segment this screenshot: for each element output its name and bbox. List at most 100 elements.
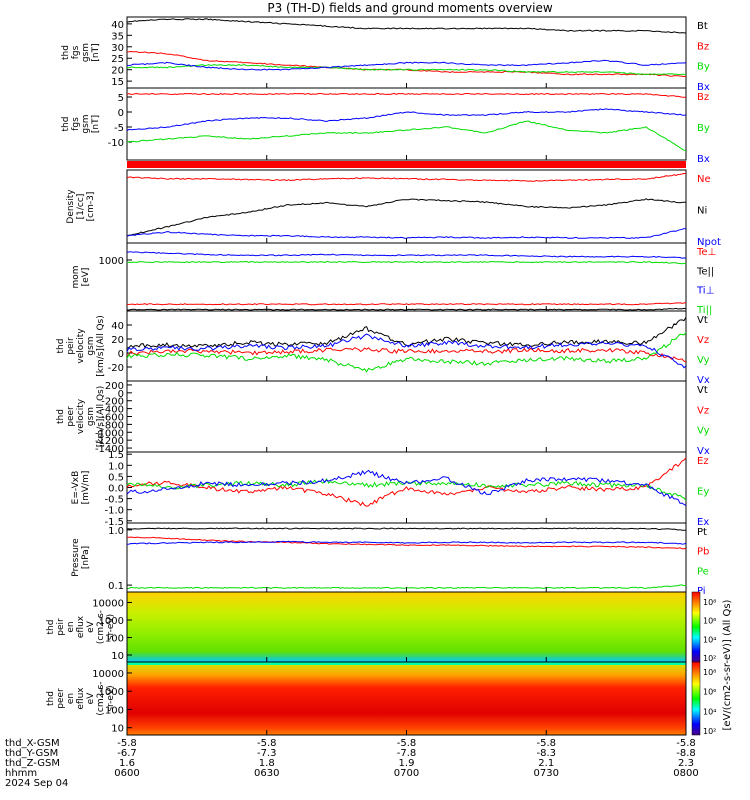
y-axis-label: mom <box>71 265 81 288</box>
series-vz <box>126 347 687 363</box>
series-npot <box>126 228 686 239</box>
panel-efield: E=-VxB [mV/m] 1.51.00.50.0-0.5-1.0-1.5 Ez Ey… <box>71 450 709 528</box>
y-axis-label: fgs <box>71 45 81 59</box>
footer-value: 0800 <box>673 768 698 779</box>
y-tick-label: 15 <box>111 77 124 88</box>
panel-frame <box>126 87 687 161</box>
legend-pi: Pi <box>697 586 706 597</box>
y-tick-label: 100 <box>105 705 124 716</box>
y-tick-label: -800 <box>101 420 124 431</box>
y-tick-label: -200 <box>101 397 124 408</box>
y-tick-label: 25 <box>111 54 124 65</box>
legend-bz: Bz <box>697 92 709 103</box>
series-bx <box>126 59 687 71</box>
y-axis-label: gsm <box>81 43 91 62</box>
y-axis-label: gsm <box>86 407 96 426</box>
series-ti <box>126 251 687 259</box>
colorbar-scale <box>691 591 701 663</box>
y-tick-label: 30 <box>111 43 124 54</box>
series-pb <box>126 536 687 550</box>
y-tick-label: 40 <box>111 321 124 332</box>
y-axis-label: thd <box>56 409 66 424</box>
y-axis-label: thd <box>61 117 71 132</box>
y-tick-label: 1000 <box>99 616 124 627</box>
colorbar-label: [eV/(cm2-s-sr-eV)] (All Qs) <box>722 599 733 730</box>
series-ni <box>126 198 686 237</box>
series-bt <box>126 18 686 34</box>
spectrogram-edge <box>127 662 686 665</box>
y-axis-label: [1/cc] <box>76 194 86 220</box>
legend-bx: Bx <box>697 82 710 93</box>
panel-mom_temp: mom [eV] 1000 Te⊥ Te|| Ti⊥ Ti|| <box>71 242 716 316</box>
y-tick-label: 20 <box>111 66 124 77</box>
footer-row-label: thd_Z-GSM <box>5 758 60 769</box>
y-axis-label: peer <box>66 406 76 427</box>
colorbar: 10⁸ 10⁶ 10⁴ 10² <box>691 661 716 736</box>
y-axis-label: en <box>66 693 76 704</box>
panel-frame <box>126 242 687 312</box>
y-tick-label: 0.5 <box>108 472 124 483</box>
panel-pressure: Pressure [nPa] 1.0 0.1 Pt Pb Pe Pi <box>71 522 709 597</box>
y-axis-label: gsm <box>86 336 96 355</box>
y-axis-label: fgs <box>71 117 81 131</box>
y-axis-label: peir <box>56 618 66 636</box>
series-by <box>126 108 687 131</box>
footer-row-label: thd_X-GSM <box>5 738 60 749</box>
y-tick-label: 0.0 <box>108 484 124 495</box>
colorbar-tick: 10² <box>703 654 716 663</box>
y-axis-label: thd <box>56 339 66 354</box>
footer-value: -5.8 <box>257 738 277 749</box>
series-te <box>126 302 687 306</box>
y-axis-label: [cm-3] <box>86 192 96 222</box>
footer-date: 2024 Sep 04 <box>5 778 68 789</box>
footer-value: -5.8 <box>536 738 556 749</box>
series-pt <box>126 527 686 531</box>
chart-title: P3 (TH-D) fields and ground moments over… <box>267 1 552 15</box>
legend-vy: Vy <box>697 355 710 366</box>
series-ne <box>126 173 686 182</box>
legend-bz: Bz <box>697 41 709 52</box>
colorbar-tick: 10⁶ <box>703 688 716 697</box>
y-axis-label: eflux <box>76 687 86 710</box>
panel-fgs_comp: thd fgs gsm [nT] 5 0 -5 -10 Bz By Bx <box>61 87 710 165</box>
y-axis-label: en <box>66 621 76 632</box>
footer-value: -7.3 <box>257 748 277 759</box>
y-tick-label: 0.1 <box>108 581 124 592</box>
y-tick-label: -20 <box>108 363 124 374</box>
y-tick-label: 20 <box>111 335 124 346</box>
y-axis-label: [nPa] <box>81 546 91 569</box>
footer-value: -5.8 <box>676 738 696 749</box>
series-vx <box>126 333 687 369</box>
footer-value: -6.7 <box>117 748 137 759</box>
y-axis-label: eV <box>86 692 96 705</box>
footer-value: 2.1 <box>538 758 554 769</box>
legend-ti||: Ti|| <box>696 305 712 316</box>
footer-value: 0700 <box>394 768 419 779</box>
footer-row-label: thd_Y-GSM <box>5 748 58 759</box>
legend-ez: Ez <box>697 456 709 467</box>
y-tick-label: 40 <box>111 20 124 31</box>
legend-vt: Vt <box>697 385 708 396</box>
legend-pe: Pe <box>697 566 709 577</box>
panel-peir_spec: thd peir en eflux eV (cm2-s-sr-eV) 10000 1000 10… <box>46 591 687 663</box>
footer-value: -5.8 <box>397 738 417 749</box>
y-tick-label: 5 <box>118 93 124 104</box>
series-pi <box>126 540 687 545</box>
y-tick-label: -1400 <box>95 444 124 455</box>
y-tick-label: 1.0 <box>108 461 124 472</box>
legend-ey: Ey <box>697 487 709 498</box>
footer-value: -5.8 <box>117 738 137 749</box>
y-axis-label: [nT] <box>91 115 101 133</box>
series-bx <box>126 120 687 152</box>
y-tick-label: 10 <box>111 724 124 735</box>
panel-frame <box>126 169 687 244</box>
y-axis-label: E=-VxB <box>71 471 81 505</box>
footer-value: 1.9 <box>399 758 415 769</box>
y-tick-label: -1.5 <box>104 517 124 528</box>
y-tick-label: 1000 <box>99 256 124 267</box>
y-axis-label: sr-eV) <box>106 614 116 640</box>
y-tick-label: 0 <box>118 389 124 400</box>
y-tick-label: -10 <box>108 138 124 149</box>
y-axis-label: Pressure <box>71 538 81 577</box>
